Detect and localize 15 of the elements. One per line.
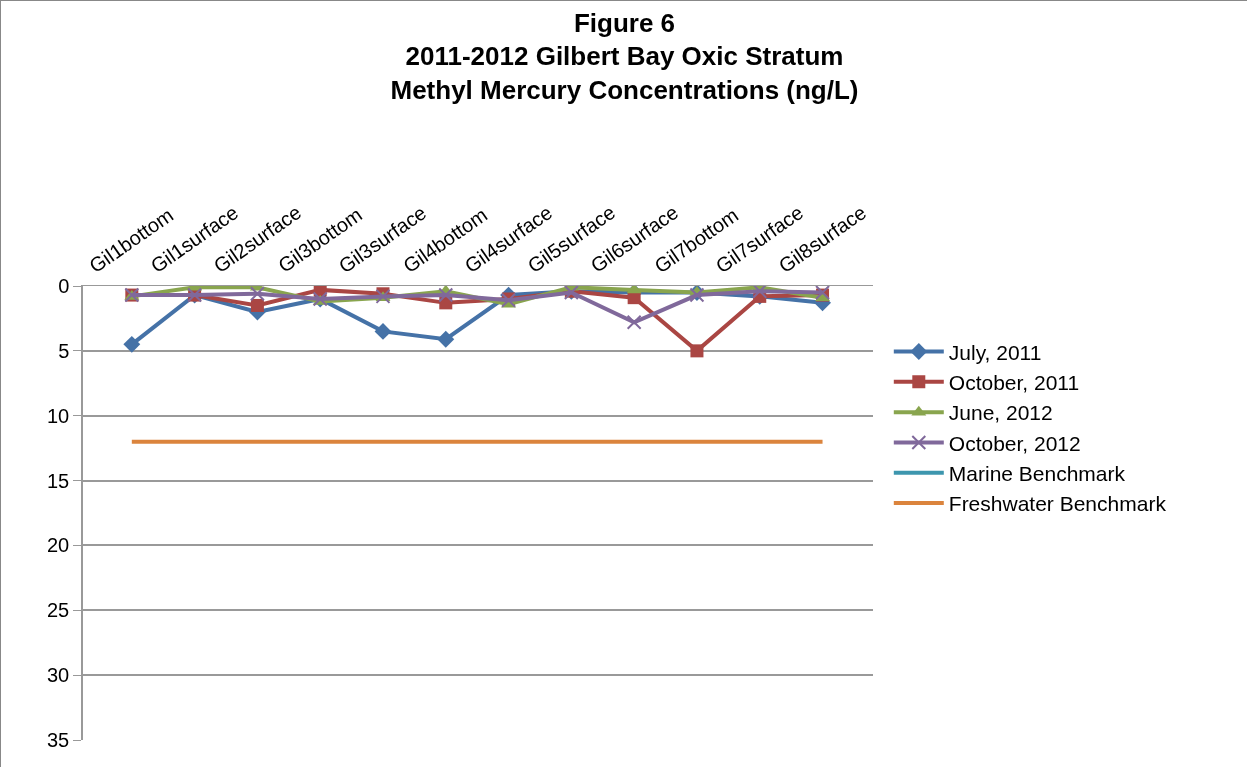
y-tick-label: 25 (47, 599, 70, 622)
legend-label: October, 2011 (948, 371, 1080, 395)
y-tick-label: 30 (47, 664, 70, 687)
y-tick-label: 10 (47, 404, 70, 427)
legend-label: Freshwater Benchmark (948, 492, 1167, 516)
y-tick-label: 5 (58, 339, 70, 362)
y-tick-label: 35 (47, 729, 70, 751)
chart-title: Figure 6 2011-2012 Gilbert Bay Oxic Stratum Methyl Mercury Concentrations (ng/L) (390, 7, 859, 106)
legend-label: July, 2011 (948, 340, 1042, 364)
legend-label: October, 2012 (948, 431, 1081, 455)
legend-label: June, 2012 (948, 401, 1053, 425)
legend-label: Marine Benchmark (948, 461, 1126, 485)
y-tick-label: 20 (47, 534, 70, 557)
y-tick-label: 0 (58, 275, 70, 297)
y-tick-label: 15 (47, 469, 70, 492)
